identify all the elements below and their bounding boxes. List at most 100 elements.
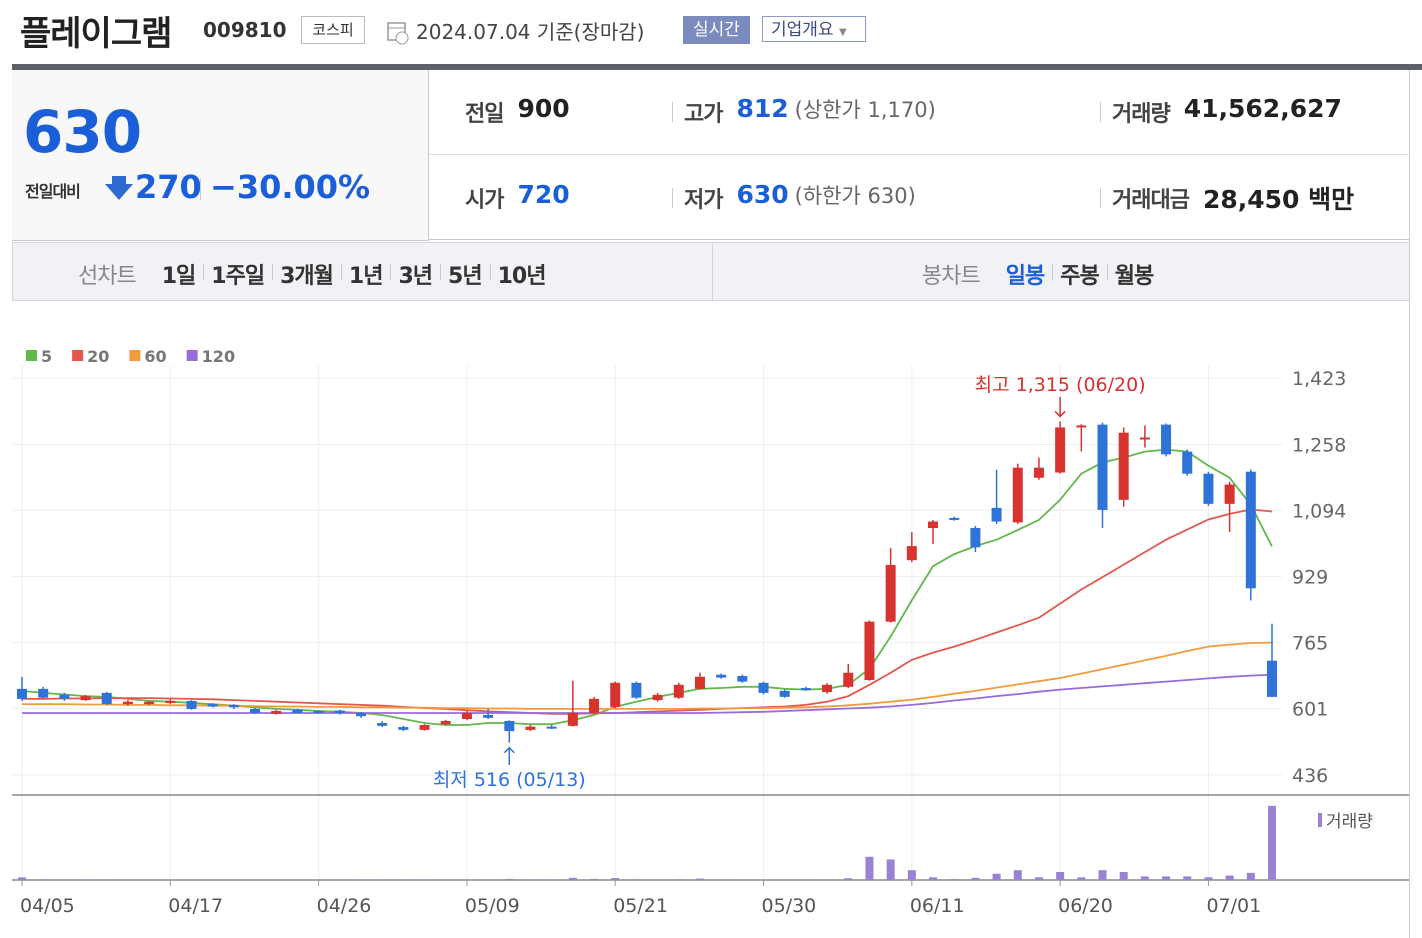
volume-bar [823,879,832,880]
volume-bar [1246,872,1255,880]
tab[interactable]: 10년 [497,264,547,289]
candle-body [694,676,705,689]
tab[interactable]: 1주일 [211,264,265,289]
volume-bar [886,859,895,880]
candle-body [673,684,684,698]
market-badge: 코스피 [301,16,365,44]
tab[interactable]: 일봉 [1005,264,1045,289]
legend-label: 60 [144,347,166,366]
volume-bar [526,879,535,880]
legend-label: 20 [87,347,109,366]
volume-bar [462,879,471,880]
stat-label: 시가 [465,188,504,213]
candle-body [207,704,218,707]
candle-body [1055,427,1066,473]
candle-body [377,723,388,726]
volume-bar [844,878,853,880]
y-tick-label: 929 [1292,567,1328,589]
volume-bar [505,878,514,880]
volume-bar [1162,876,1171,880]
candle-body [250,708,261,713]
candle-body [928,521,939,528]
tab-separator [489,264,491,280]
candle-body [885,564,896,622]
volume-legend-swatch [1318,813,1322,827]
y-tick-label: 436 [1292,765,1328,787]
x-tick-label: 04/05 [20,895,75,917]
legend-swatch [129,350,141,361]
down-arrow [105,176,133,200]
legend-label: 5 [41,347,52,366]
candle-body [1076,425,1087,428]
candle-body [80,696,91,701]
date-basis: 2024.07.04 기준(장마감) [416,20,645,44]
candle-body [589,698,600,713]
candle-body [1033,467,1044,478]
tab-separator [440,264,442,280]
candle-body [165,700,176,703]
separator [1100,102,1101,122]
candle-body [398,727,409,730]
top-bar [12,64,1422,70]
stat-value-group: 630 (하한가 630) [736,180,915,210]
candle-body [1161,424,1172,455]
candle-body [461,712,472,719]
candle-body [652,694,663,701]
candle-body [864,621,875,680]
stat-value: 720 [517,180,570,209]
candle-body [1139,437,1150,440]
candle-body [949,517,960,520]
tab-separator [340,264,342,280]
stock-code: 009810 [203,18,287,42]
candle-body [101,692,112,705]
stat-value: 630 [736,180,789,209]
tab[interactable]: 1년 [348,264,384,289]
candle-body [1182,451,1193,474]
low-annotation: 최저 516 (05/13) [433,769,586,791]
tab[interactable]: 월봉 [1114,264,1154,289]
candle-body [1267,660,1277,697]
tab[interactable]: 3년 [398,264,433,289]
stat-value: 28,450 백만 [1202,185,1355,214]
right-border [1409,70,1410,938]
realtime-button[interactable]: 실시간 [683,16,750,44]
candle-body [440,721,451,725]
tab[interactable]: 3개월 [280,264,334,289]
row-divider [429,239,1409,240]
volume-bar [1056,871,1065,880]
tab-separator [203,264,205,280]
separator [672,102,673,122]
candle-body [779,690,790,697]
company-label: 기업개요 [771,20,834,40]
candle-body [334,710,345,713]
volume-bar [1268,805,1276,880]
volume-bar [611,878,620,880]
high-arrow [1054,397,1066,418]
stat-label: 저가 [684,188,723,213]
candle-body [504,721,515,732]
candle-body [567,712,578,726]
stat-value-group: 28,450 백만 [1203,180,1354,216]
stat-value-group: 41,562,627 [1184,94,1342,123]
candle-body [906,546,917,561]
stat-label: 고가 [684,102,723,127]
current-price: 630 [23,98,142,166]
y-tick-label: 765 [1292,633,1328,655]
volume-bar [1077,877,1086,880]
candle-body [843,672,854,687]
volume-bar [1098,870,1107,880]
tab[interactable]: 1일 [161,264,197,289]
candle-body [228,704,239,708]
tab[interactable]: 주봉 [1060,264,1099,289]
volume-bar [950,879,959,880]
stat-label: 거래량 [1112,102,1171,127]
tab-divider [712,243,713,300]
y-tick-label: 601 [1292,699,1328,721]
volume-bar [1013,870,1022,880]
stat-note: (하한가 630) [794,184,916,208]
candle-body [313,710,324,713]
candle-body [292,709,303,713]
tab[interactable]: 5년 [448,264,483,289]
tab-separator [272,264,274,280]
company-button[interactable]: 기업개요 ▼ [762,16,866,42]
